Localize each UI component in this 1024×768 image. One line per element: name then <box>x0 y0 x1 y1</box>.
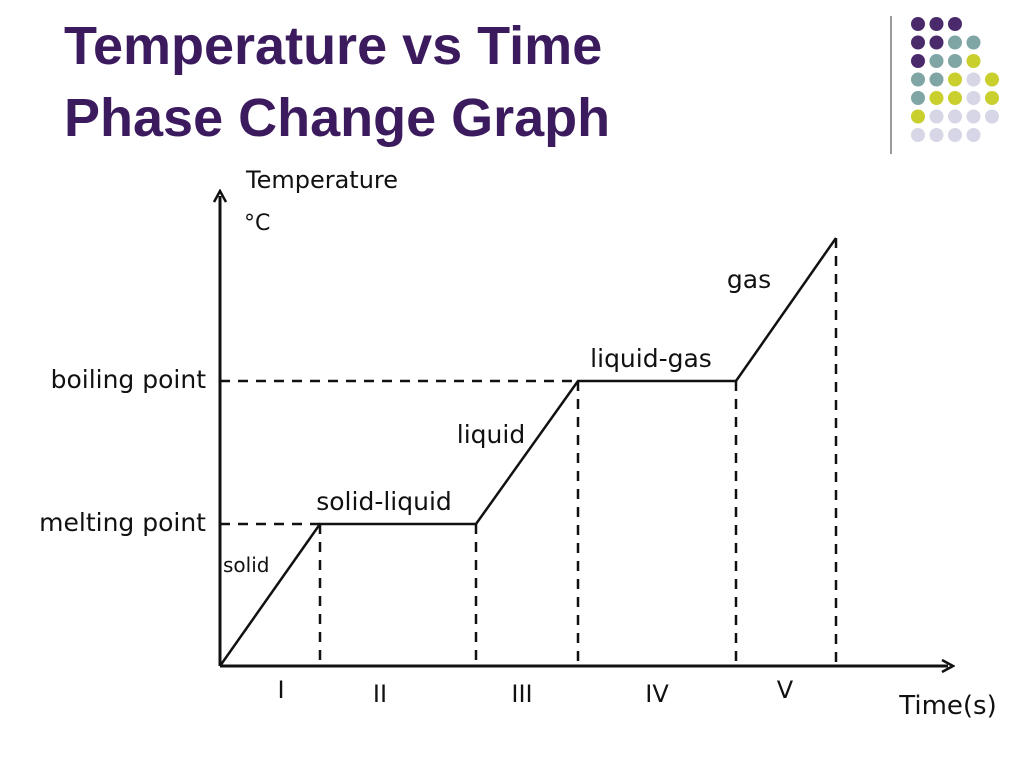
y-axis-unit: °C <box>244 211 270 236</box>
phase-label-liquid: liquid <box>457 420 525 449</box>
y-tick-melting-point: melting point <box>39 508 206 537</box>
x-axis-label: Time(s) <box>898 691 996 721</box>
phase-label-liquid-gas: liquid-gas <box>590 344 712 373</box>
x-section-I: I <box>277 676 284 704</box>
x-section-II: II <box>373 680 387 708</box>
x-section-IV: IV <box>645 680 669 708</box>
y-axis-label: Temperature <box>245 166 398 194</box>
y-tick-boiling-point: boiling point <box>51 365 207 394</box>
slide-title: Temperature vs Time Phase Change Graph <box>64 10 610 154</box>
guide-lines <box>220 238 838 666</box>
title-line-2: Phase Change Graph <box>64 88 611 148</box>
title-divider <box>890 16 892 154</box>
title-line-1: Temperature vs Time <box>64 16 603 76</box>
x-section-V: V <box>777 676 794 704</box>
heating-curve <box>218 237 838 667</box>
phase-label-gas: gas <box>727 265 771 294</box>
x-section-III: III <box>511 680 532 708</box>
phase-label-solid-liquid: solid-liquid <box>316 487 452 516</box>
phase-label-solid: solid <box>223 553 269 577</box>
